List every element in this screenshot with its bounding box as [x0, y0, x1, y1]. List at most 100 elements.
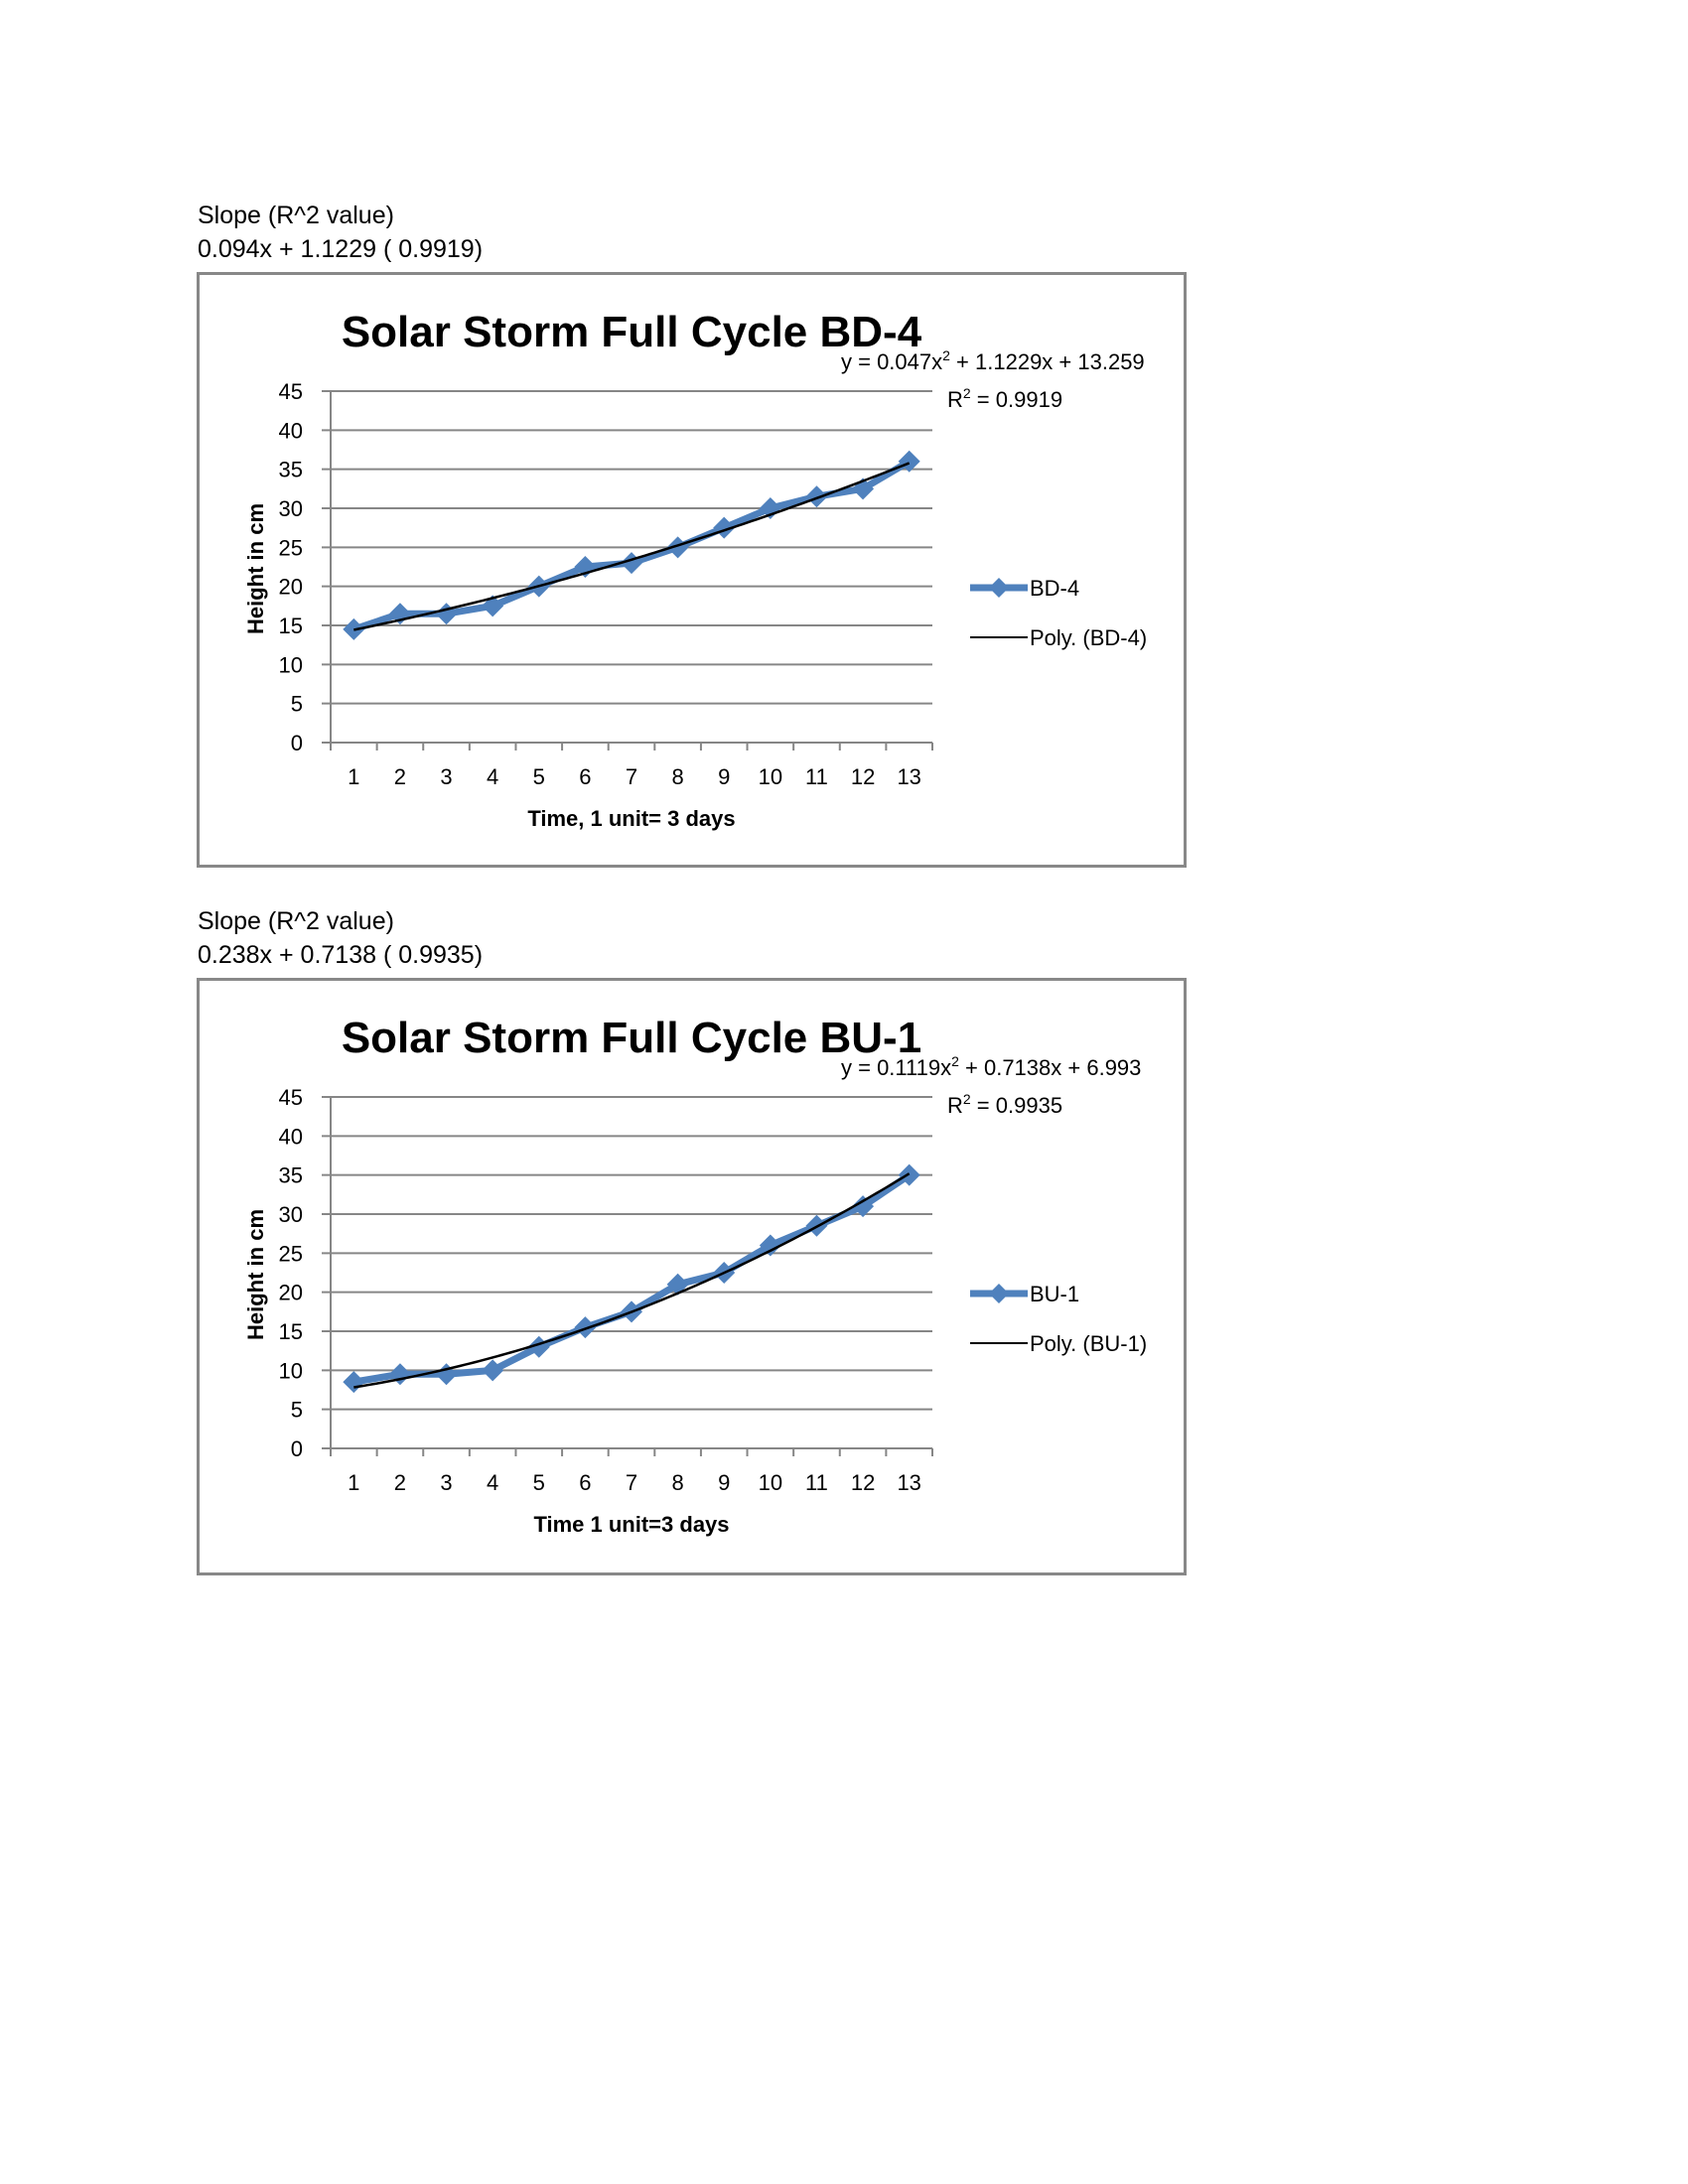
x-tick-label: 4: [487, 764, 498, 789]
x-tick-label: 7: [626, 764, 637, 789]
y-tick-label: 10: [279, 1358, 303, 1383]
y-tick-label: 45: [279, 1085, 303, 1110]
r2-part: = 0.9919: [971, 387, 1062, 412]
legend-trendline-label: Poly. (BU-1): [1030, 1331, 1147, 1356]
data-point-marker: [574, 1316, 597, 1339]
legend-trendline-label: Poly. (BD-4): [1030, 625, 1147, 650]
r2-part: R: [947, 387, 963, 412]
y-tick-label: 5: [291, 692, 303, 717]
x-tick-label: 9: [718, 764, 730, 789]
x-tick-label: 8: [671, 1470, 683, 1495]
data-point-marker: [666, 536, 689, 559]
chart-bd4: Solar Storm Full Cycle BD-4 0 5 10 15 20 25 30 3…: [197, 272, 1187, 868]
x-tick-label: 12: [851, 1470, 875, 1495]
x-tick-label: 13: [897, 764, 920, 789]
trendline: [353, 462, 911, 631]
data-point-marker: [482, 1359, 504, 1382]
equation-exponent: 2: [951, 1053, 959, 1069]
slope-value: 0.094x + 1.1229 ( 0.9919): [198, 235, 484, 263]
x-tick-label: 7: [626, 1470, 637, 1495]
chart-svg: Solar Storm Full Cycle BD-40510152025303…: [243, 308, 1147, 831]
y-tick-label: 35: [279, 458, 303, 482]
y-tick-label: 35: [279, 1163, 303, 1188]
y-axis-title: Height in cm: [243, 1209, 268, 1340]
y-tick-label: 25: [279, 535, 303, 560]
y-tick-label: 20: [279, 575, 303, 600]
x-tick-label: 10: [759, 764, 782, 789]
data-point-marker: [574, 556, 597, 578]
chart-title: Solar Storm Full Cycle BU-1: [342, 1014, 921, 1062]
y-tick-label: 5: [291, 1398, 303, 1423]
x-tick-label: 4: [487, 1470, 498, 1495]
data-point-marker: [852, 478, 875, 500]
r2-exponent: 2: [963, 1091, 971, 1107]
data-point-marker: [666, 1273, 689, 1296]
y-tick-label: 30: [279, 496, 303, 521]
x-tick-label: 11: [805, 764, 828, 789]
x-tick-label: 2: [394, 764, 406, 789]
y-tick-label: 0: [291, 1436, 303, 1461]
slope-heading: Slope (R^2 value): [198, 202, 394, 229]
data-point-marker: [388, 603, 411, 625]
x-tick-label: 3: [440, 1470, 452, 1495]
r2-part: R: [947, 1093, 963, 1118]
data-point-marker: [435, 1363, 458, 1386]
x-tick-label: 5: [533, 764, 545, 789]
x-tick-label: 10: [759, 1470, 782, 1495]
r2-part: = 0.9935: [971, 1093, 1062, 1118]
x-tick-label: 9: [718, 1470, 730, 1495]
r2-exponent: 2: [963, 385, 971, 401]
equation-part: y = 0.1119x: [841, 1055, 951, 1080]
x-axis-title: Time, 1 unit= 3 days: [527, 806, 735, 831]
x-tick-label: 8: [671, 764, 683, 789]
legend-series-label: BD-4: [1030, 576, 1079, 601]
x-tick-label: 6: [579, 764, 591, 789]
data-point-marker: [805, 485, 828, 508]
x-tick-label: 13: [897, 1470, 920, 1495]
chart-svg: Solar Storm Full Cycle BU-10510152025303…: [243, 1014, 1147, 1537]
y-tick-label: 15: [279, 1319, 303, 1344]
y-tick-label: 25: [279, 1241, 303, 1266]
equation-part: y = 0.047x: [841, 349, 942, 374]
slope-heading: Slope (R^2 value): [198, 907, 394, 935]
legend-series-marker: [989, 578, 1009, 598]
y-tick-label: 10: [279, 652, 303, 677]
y-axis-title: Height in cm: [243, 503, 268, 634]
legend-series-label: BU-1: [1030, 1282, 1079, 1306]
series-line: [352, 458, 912, 633]
chart-title: Solar Storm Full Cycle BD-4: [342, 308, 922, 356]
equation-exponent: 2: [942, 347, 950, 363]
y-tick-label: 40: [279, 1124, 303, 1149]
y-tick-label: 15: [279, 614, 303, 638]
equation-part: + 0.7138x + 6.993: [959, 1055, 1142, 1080]
equation-part: + 1.1229x + 13.259: [950, 349, 1145, 374]
data-point-marker: [898, 450, 920, 473]
x-tick-label: 2: [394, 1470, 406, 1495]
legend-series-marker: [989, 1284, 1009, 1303]
y-tick-label: 30: [279, 1202, 303, 1227]
y-tick-label: 40: [279, 418, 303, 443]
data-point-marker: [343, 1371, 365, 1394]
x-axis-title: Time 1 unit=3 days: [533, 1512, 729, 1537]
x-tick-label: 6: [579, 1470, 591, 1495]
x-tick-label: 1: [348, 1470, 359, 1495]
y-tick-label: 20: [279, 1281, 303, 1305]
x-tick-label: 12: [851, 764, 875, 789]
x-tick-label: 1: [348, 764, 359, 789]
trendline: [353, 1172, 911, 1389]
data-point-marker: [759, 1234, 781, 1257]
series-line: [352, 1171, 912, 1386]
trendline-r-squared: R2 = 0.9919: [947, 385, 1062, 412]
y-tick-label: 45: [279, 379, 303, 404]
trendline-r-squared: R2 = 0.9935: [947, 1091, 1062, 1118]
x-tick-label: 11: [805, 1470, 828, 1495]
trendline-equation: y = 0.1119x2 + 0.7138x + 6.993: [841, 1053, 1141, 1080]
x-tick-label: 3: [440, 764, 452, 789]
x-tick-label: 5: [533, 1470, 545, 1495]
data-point-marker: [621, 552, 642, 575]
y-tick-label: 0: [291, 731, 303, 755]
data-point-marker: [852, 1195, 875, 1218]
trendline-equation: y = 0.047x2 + 1.1229x + 13.259: [841, 347, 1145, 374]
slope-value: 0.238x + 0.7138 ( 0.9935): [198, 941, 484, 969]
chart-bu1: Solar Storm Full Cycle BU-1 0 5 10 15 20 25 30 3…: [197, 978, 1187, 1575]
